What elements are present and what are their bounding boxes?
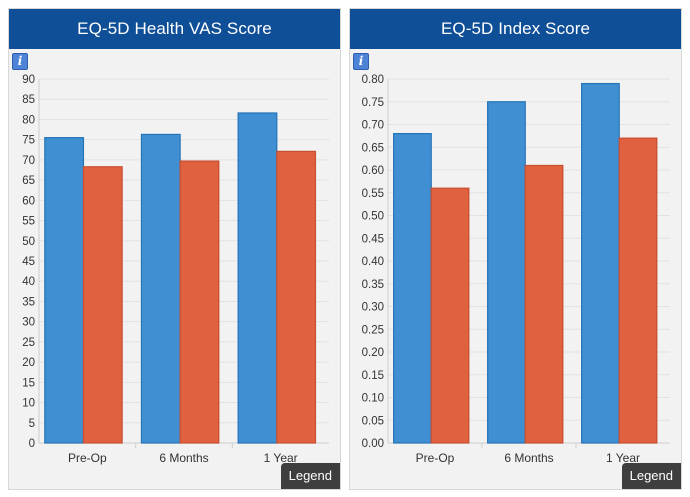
y-tick-label: 50 — [22, 236, 35, 248]
x-category-label: 6 Months — [504, 451, 553, 465]
info-icon[interactable]: i — [12, 53, 28, 70]
y-tick-label: 0.70 — [362, 120, 384, 132]
index-score-panel: EQ-5D Index Score i 0.00 0.05 0.10 0.15 0.20… — [349, 8, 682, 490]
bar-6-months-series-2[interactable] — [524, 164, 564, 444]
bar-6-months-series-1[interactable] — [487, 101, 526, 444]
y-tick-label: 0.35 — [362, 279, 384, 291]
panel-title: EQ-5D Index Score — [350, 9, 681, 49]
y-tick-label: 55 — [22, 216, 35, 228]
bar-1-year-series-2[interactable] — [276, 150, 317, 444]
legend-button[interactable]: Legend — [280, 463, 340, 489]
y-tick-label: 0.25 — [362, 324, 384, 336]
bar-pre-op-series-1[interactable] — [393, 132, 432, 444]
bar-pre-op-series-2[interactable] — [82, 166, 123, 444]
y-tick-label: 35 — [22, 296, 35, 308]
y-tick-label: 0.15 — [362, 370, 384, 382]
y-tick-label: 60 — [22, 195, 35, 207]
x-category-label: 6 Months — [159, 451, 208, 465]
info-icon[interactable]: i — [353, 53, 369, 70]
y-tick-label: 85 — [22, 94, 35, 106]
y-tick-label: 5 — [29, 418, 35, 430]
index-bar-chart: 0.00 0.05 0.10 0.15 0.20 0.25 0.30 0.35 0.40 0.45… — [362, 74, 670, 465]
vas-bar-chart: 0 5 10 15 20 25 30 35 40 45 50 55 60 65 70 75 80 85 90 Pre-… — [22, 74, 329, 465]
bar-6-months-series-2[interactable] — [179, 160, 220, 444]
y-tick-label: 0.65 — [362, 142, 384, 154]
x-category-label: Pre-Op — [416, 451, 455, 465]
y-tick-label: 75 — [22, 135, 35, 147]
y-tick-label: 0.20 — [362, 347, 384, 359]
y-tick-label: 30 — [22, 317, 35, 329]
y-tick-label: 0 — [29, 438, 35, 450]
y-tick-label: 80 — [22, 114, 35, 126]
y-tick-label: 0.45 — [362, 233, 384, 245]
y-tick-label: 25 — [22, 337, 35, 349]
vas-score-panel: EQ-5D Health VAS Score i 0 5 10 15 20 25 30 35 4… — [8, 8, 341, 490]
legend-button[interactable]: Legend — [621, 463, 681, 489]
y-tick-label: 10 — [22, 398, 35, 410]
y-tick-label: 0.30 — [362, 302, 384, 314]
y-tick-label: 0.40 — [362, 256, 384, 268]
y-tick-label: 0.50 — [362, 211, 384, 223]
x-category-label: 1 Year — [606, 451, 640, 465]
y-tick-label: 20 — [22, 357, 35, 369]
panel-title: EQ-5D Health VAS Score — [9, 9, 340, 49]
y-tick-label: 15 — [22, 377, 35, 389]
bar-6-months-series-1[interactable] — [140, 133, 181, 444]
y-tick-label: 45 — [22, 256, 35, 268]
y-tick-label: 0.75 — [362, 97, 384, 109]
y-tick-label: 90 — [22, 74, 35, 86]
y-tick-label: 0.60 — [362, 165, 384, 177]
x-category-label: 1 Year — [264, 451, 298, 465]
y-tick-label: 70 — [22, 155, 35, 167]
bar-1-year-series-1[interactable] — [581, 82, 620, 444]
y-tick-label: 0.55 — [362, 188, 384, 200]
y-tick-label: 0.80 — [362, 74, 384, 86]
bar-1-year-series-2[interactable] — [618, 137, 658, 444]
y-tick-label: 0.00 — [362, 438, 384, 450]
y-tick-label: 65 — [22, 175, 35, 187]
bar-pre-op-series-2[interactable] — [430, 187, 470, 444]
y-tick-label: 40 — [22, 276, 35, 288]
y-tick-label: 0.10 — [362, 393, 384, 405]
x-category-label: Pre-Op — [68, 451, 107, 465]
bar-1-year-series-1[interactable] — [237, 112, 278, 444]
bar-pre-op-series-1[interactable] — [44, 137, 85, 444]
y-tick-label: 0.05 — [362, 415, 384, 427]
